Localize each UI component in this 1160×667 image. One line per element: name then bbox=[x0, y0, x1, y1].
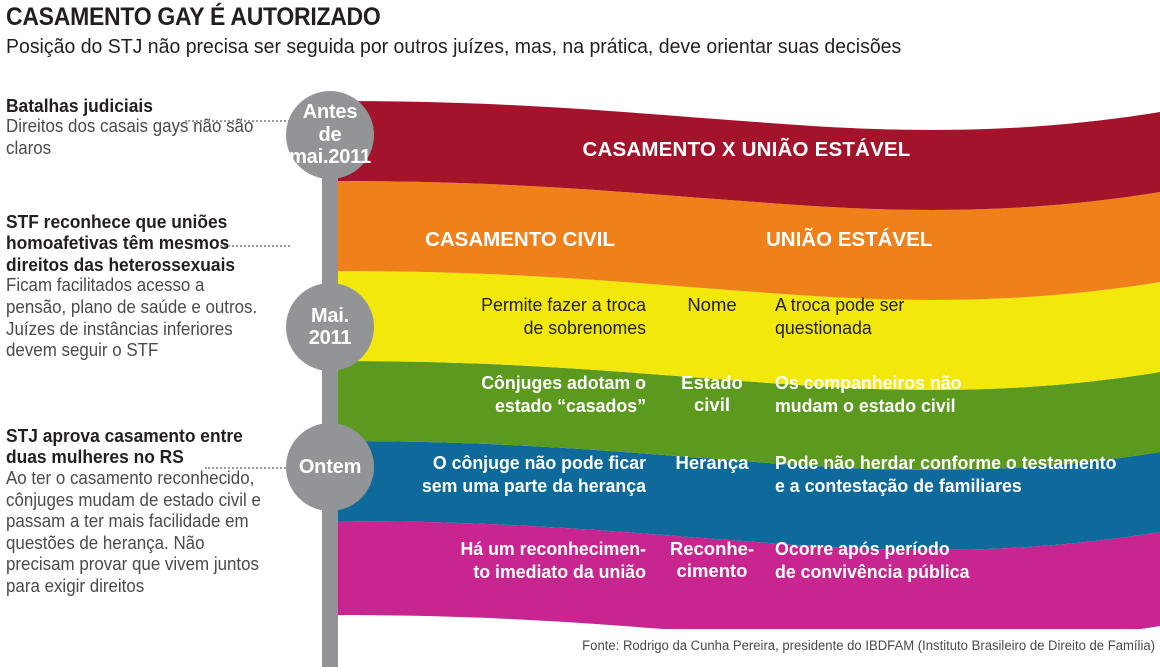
timeline-node-label: Mai. 2011 bbox=[308, 304, 352, 349]
band-estado-civil bbox=[333, 361, 1160, 470]
timeline-spine bbox=[322, 100, 338, 667]
timeline-node-ontem[interactable]: Ontem bbox=[286, 423, 374, 511]
band-title bbox=[333, 101, 1160, 210]
row-estado-civil-topic: Estado civil bbox=[681, 372, 743, 415]
row-estado-civil-left: Cônjuges adotam o estado “casados” bbox=[481, 372, 646, 416]
timeline: Antes de mai.2011 Mai. 2011 Ontem bbox=[185, 85, 390, 667]
row-reconhecimento-left: Há um reconhecimen-to imediato da união bbox=[460, 538, 646, 582]
row-nome-left: Permite fazer a troca de sobrenomes bbox=[481, 294, 646, 338]
timeline-event-description: Ao ter o casamento reconhecido, cônjuges… bbox=[6, 467, 261, 596]
leader-line-0 bbox=[185, 120, 290, 122]
header: CASAMENTO GAY É AUTORIZADO Posição do ST… bbox=[6, 4, 1154, 58]
timeline-event-title: STJ aprova casamento entre duas mulheres… bbox=[6, 425, 243, 468]
row-nome-right: A troca pode ser questionada bbox=[775, 294, 905, 338]
timeline-event-description: Ficam facilitados acesso a pensão, plano… bbox=[6, 275, 258, 361]
timeline-event-description: Direitos dos casais gays não são claros bbox=[6, 116, 254, 159]
timeline-event-2: STJ aprova casamento entre duas mulheres… bbox=[6, 425, 278, 597]
row-nome-topic: Nome bbox=[687, 294, 737, 315]
row-heranca-topic: Herança bbox=[675, 452, 749, 473]
leader-line-2 bbox=[205, 467, 290, 469]
column-header-left: CASAMENTO CIVIL bbox=[425, 228, 615, 251]
timeline-node-mai-2011[interactable]: Mai. 2011 bbox=[286, 283, 374, 371]
band-heranca bbox=[333, 441, 1160, 550]
timeline-event-1: STF reconhece que uniões homoafetivas tê… bbox=[6, 211, 278, 362]
band-column-headers bbox=[333, 181, 1160, 300]
row-heranca-right: Pode não herdar conforme o testamento e a… bbox=[775, 452, 1117, 496]
row-heranca-left: O cônjuge não pode ficar sem uma parte da… bbox=[421, 452, 646, 496]
timeline-event-title: Batalhas judiciais bbox=[6, 95, 153, 116]
timeline-node-label: Ontem bbox=[298, 455, 362, 478]
timeline-node-label: Antes de mai.2011 bbox=[289, 101, 371, 169]
page-title: CASAMENTO GAY É AUTORIZADO bbox=[6, 3, 381, 31]
row-reconhecimento-topic: Reconhe-cimento bbox=[669, 538, 755, 581]
ribbon-title: CASAMENTO X UNIÃO ESTÁVEL bbox=[582, 138, 911, 161]
row-estado-civil-right: Os companheiros não mudam o estado civil bbox=[775, 372, 962, 416]
row-reconhecimento-right: Ocorre após período de convivência públic… bbox=[775, 538, 970, 582]
source-note: Fonte: Rodrigo da Cunha Pereira, preside… bbox=[582, 638, 1155, 653]
band-reconhecimento bbox=[333, 521, 1160, 629]
timeline-event-title: STF reconhece que uniões homoafetivas tê… bbox=[6, 211, 236, 275]
ribbon-chart bbox=[333, 84, 1160, 629]
column-header-right: UNIÃO ESTÁVEL bbox=[766, 228, 933, 251]
timeline-node-antes-mai-2011[interactable]: Antes de mai.2011 bbox=[286, 91, 374, 179]
leader-line-1 bbox=[220, 245, 290, 247]
page-subtitle: Posição do STJ não precisa ser seguida p… bbox=[6, 34, 902, 58]
timeline-event-0: Batalhas judiciais Direitos dos casais g… bbox=[6, 95, 278, 160]
band-nome bbox=[333, 271, 1160, 390]
